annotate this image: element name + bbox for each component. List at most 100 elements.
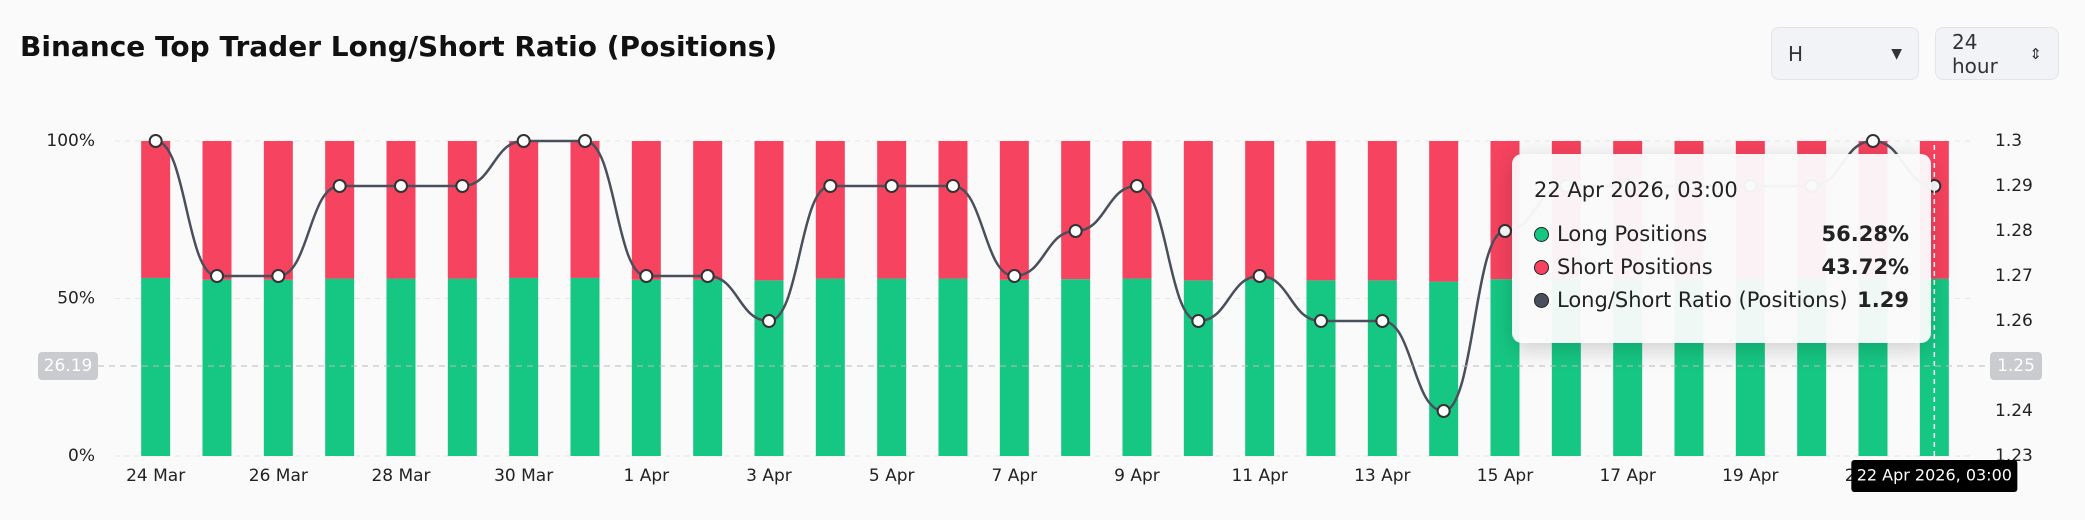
bar-segment — [202, 279, 232, 456]
crosshair-date-label: 22 Apr 2026, 03:00 — [1857, 466, 2012, 485]
bar-segment — [1245, 279, 1275, 456]
x-tick-label: 24 Mar — [126, 466, 185, 486]
crosshair-left-box — [38, 352, 98, 380]
ratio-point — [394, 179, 408, 193]
ratio-point — [332, 179, 347, 193]
bar-segment — [509, 277, 539, 456]
legend-dot — [1534, 226, 1549, 242]
bar-segment — [1183, 280, 1213, 456]
chart-title: Binance Top Trader Long/Short Ratio (Pos… — [20, 30, 778, 63]
bar-segment — [325, 141, 355, 279]
tooltip-value: 1.29 — [1857, 288, 1909, 312]
ratio-point — [1252, 269, 1267, 283]
bar-segment — [1183, 141, 1213, 281]
bar-segment — [570, 277, 600, 456]
bar-segment — [570, 141, 600, 278]
bar-segment — [815, 141, 845, 279]
ratio-point — [210, 269, 224, 283]
crosshair-date-box — [1851, 460, 2018, 492]
bar-segment — [754, 280, 784, 456]
legend-dot — [1534, 292, 1549, 308]
ratio-point — [1314, 314, 1328, 328]
x-tick-label: 28 Mar — [371, 466, 430, 486]
tooltip: 22 Apr 2026, 03:00 Long Positions 56.28% … — [1512, 154, 1931, 343]
bar-segment — [1122, 278, 1152, 456]
tooltip-value: 43.72% — [1821, 255, 1909, 279]
bar-segment — [754, 141, 784, 281]
bar-segment — [631, 279, 661, 456]
ratio-point — [1007, 269, 1022, 283]
y2-tick-label: 1.27 — [1995, 266, 2033, 286]
x-tick-label: 5 Apr — [869, 466, 915, 486]
ratio-point — [271, 269, 286, 283]
bar-segment — [263, 141, 293, 280]
crosshair-right-box — [1990, 352, 2042, 380]
y-tick-label: 0% — [68, 446, 95, 466]
bar-segment — [447, 278, 477, 456]
bar-segment — [938, 278, 968, 456]
bar-segment — [386, 278, 416, 456]
bar-segment — [263, 279, 293, 456]
caret: ⇕ — [2029, 44, 2042, 63]
bar-segment — [999, 141, 1029, 280]
ratio-point — [1866, 134, 1880, 148]
bar-segment — [877, 278, 907, 456]
ratio-point — [1436, 404, 1451, 418]
tooltip-label: Long Positions — [1557, 222, 1708, 246]
x-tick-label: 7 Apr — [992, 466, 1038, 486]
bar-segment — [1306, 280, 1336, 456]
bar-segment — [693, 141, 723, 280]
legend-dot — [1534, 259, 1549, 275]
ratio-point — [1375, 314, 1390, 328]
bar-segment — [877, 141, 907, 279]
y2-tick-label: 1.29 — [1995, 176, 2033, 196]
tooltip-label: Long/Short Ratio (Positions) — [1557, 288, 1848, 312]
crosshair-left-label: 26.19 — [44, 356, 93, 376]
y2-tick-label: 1.24 — [1995, 401, 2033, 421]
x-tick-label: 30 Mar — [494, 466, 553, 486]
y2-tick-label: 1.26 — [1995, 311, 2033, 331]
range-value: 24 hour — [1952, 29, 1998, 78]
y2-tick-label: 1.3 — [1995, 131, 2022, 151]
ratio-point — [946, 179, 960, 193]
y-tick-label: 50% — [57, 289, 95, 309]
bar-segment — [999, 279, 1029, 456]
x-tick-label: 17 Apr — [1599, 466, 1655, 486]
ratio-point — [700, 269, 715, 283]
ratio-point — [639, 269, 654, 283]
ratio-point — [1191, 314, 1206, 328]
ratio-point — [884, 179, 899, 193]
ratio-point — [823, 179, 838, 193]
x-tick-label: 26 Mar — [249, 466, 308, 486]
ratio-point — [1130, 179, 1144, 193]
x-tick-label: 11 Apr — [1231, 466, 1287, 486]
ratio-point — [148, 134, 163, 148]
x-tick-label: 19 Apr — [1722, 466, 1778, 486]
interval-select[interactable]: H ▼ — [1771, 27, 1919, 80]
bar-segment — [325, 278, 355, 456]
ratio-point — [762, 314, 776, 328]
bar-segment — [1367, 141, 1397, 281]
bar-segment — [1429, 281, 1459, 456]
tooltip-value: 56.28% — [1821, 222, 1909, 246]
x-tick-label: 15 Apr — [1477, 466, 1533, 486]
bar-segment — [631, 141, 661, 280]
bar-segment — [1061, 141, 1091, 280]
interval-value: H — [1788, 41, 1804, 66]
crosshair-right-label: 1.25 — [1997, 356, 2035, 376]
caret: ▼ — [1891, 45, 1902, 62]
bar-segment — [1429, 141, 1459, 282]
bar-segment — [693, 279, 723, 456]
ratio-point — [1498, 224, 1512, 238]
x-tick-label: 3 Apr — [746, 466, 792, 486]
bar-segment — [1367, 280, 1397, 456]
x-tick-label: 9 Apr — [1114, 466, 1160, 486]
bar-segment — [1306, 141, 1336, 281]
bar-segment — [141, 277, 171, 456]
ratio-point — [516, 134, 531, 148]
bar-segment — [202, 141, 232, 280]
range-select[interactable]: 24 hour ⇕ — [1935, 27, 2059, 80]
bar-segment — [141, 141, 171, 278]
x-tick-label: 13 Apr — [1354, 466, 1410, 486]
